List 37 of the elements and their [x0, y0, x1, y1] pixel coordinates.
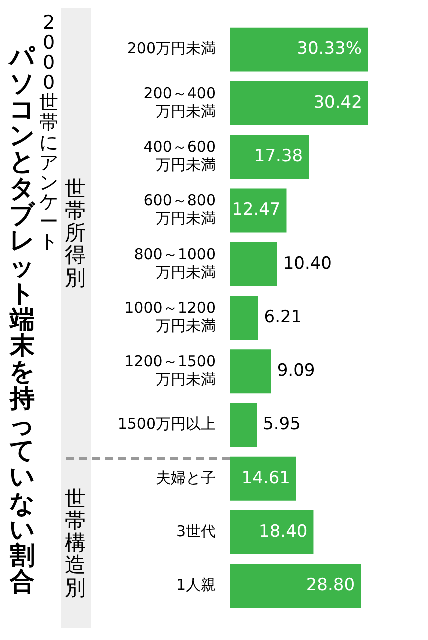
text: 世帯構造別 — [65, 487, 86, 600]
y-tick-label: 1人親 — [176, 576, 216, 594]
data-label: 18.40 — [259, 522, 308, 542]
chart-title: パソコンとタブレット端末を持っていない割合 — [9, 42, 36, 596]
text: 世帯所得別 — [65, 177, 86, 290]
data-label: 5.95 — [263, 414, 301, 435]
data-label: 30.33% — [297, 39, 362, 60]
bar — [230, 135, 310, 180]
bar — [230, 510, 314, 555]
bar — [230, 28, 368, 72]
y-tick-label: 3世代 — [176, 522, 216, 540]
data-label: 30.42 — [314, 92, 362, 113]
y-tick-label: 200～400 万円未満 — [144, 84, 216, 120]
bar — [230, 188, 287, 233]
y-tick-label: 400～600 万円未満 — [144, 138, 216, 174]
bar — [230, 350, 272, 394]
y-tick-label: 夫婦と子 — [156, 468, 216, 487]
text: 2000世帯にアンケート — [40, 12, 58, 254]
data-label: 12.47 — [232, 200, 281, 220]
y-tick-label: 1500万円以上 — [118, 415, 216, 434]
y-tick-label: 1000～1200 万円未満 — [124, 298, 216, 335]
bar — [230, 296, 258, 340]
bar — [230, 456, 296, 501]
bar — [230, 564, 362, 608]
data-label: 10.40 — [283, 254, 332, 274]
data-label: 28.80 — [306, 576, 356, 596]
data-label: 9.09 — [277, 361, 316, 382]
y-tick-label: 600～800 万円未満 — [144, 192, 216, 228]
data-label: 14.61 — [242, 468, 290, 488]
y-tick-label: 800～1000 万円未満 — [134, 245, 216, 282]
data-label: 17.38 — [254, 146, 304, 167]
bar — [230, 81, 368, 126]
bar — [230, 403, 258, 448]
y-tick-label: 1200～1500 万円未満 — [124, 352, 216, 389]
bar — [230, 242, 278, 286]
data-label: 6.21 — [264, 307, 302, 328]
y-tick-label: 200万円未満 — [127, 40, 216, 58]
